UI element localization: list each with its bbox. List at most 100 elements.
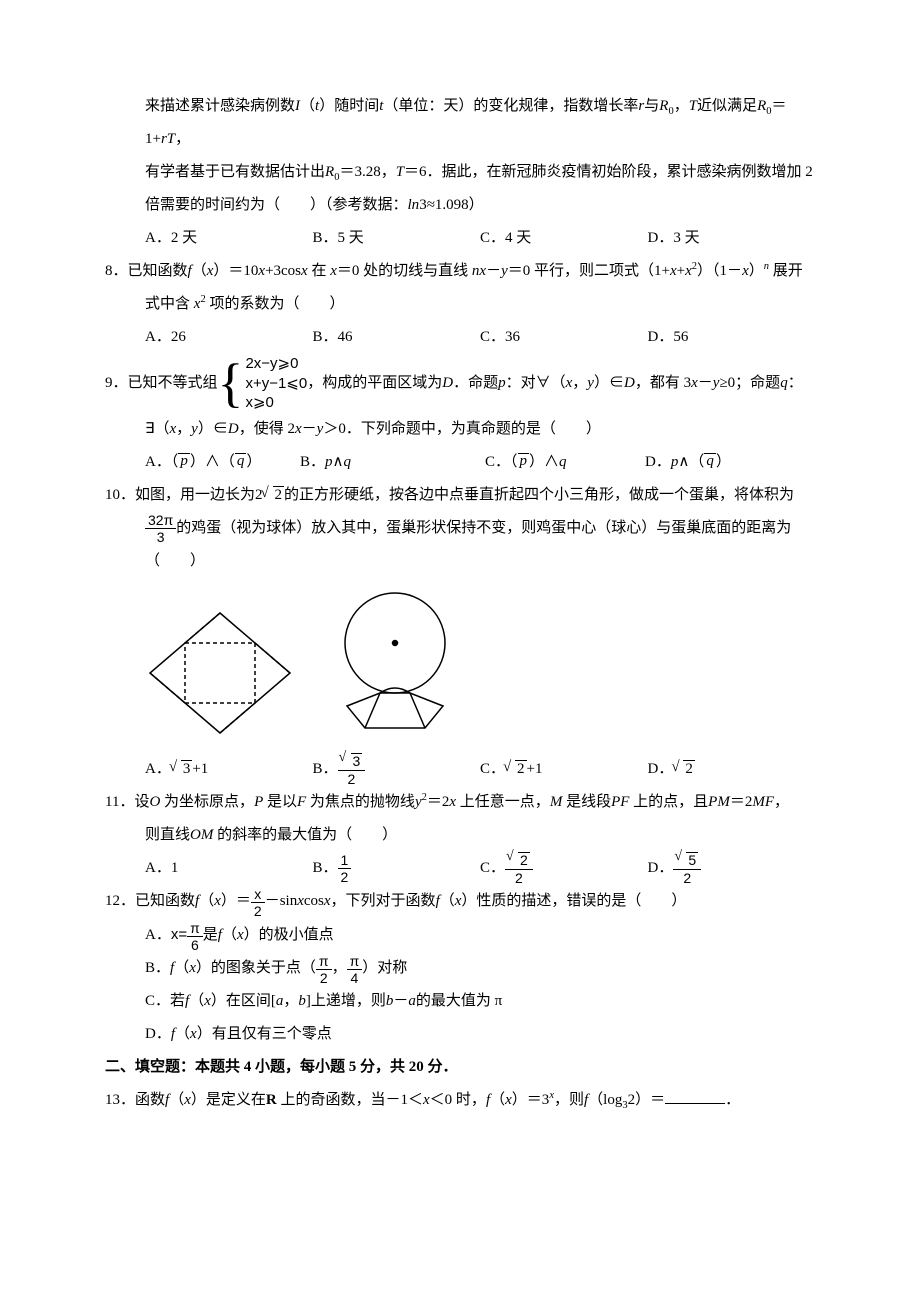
t: 是线段 [562,794,611,810]
t: 上的点，且 [629,794,708,810]
stem: 9．已知不等式组 [105,367,218,400]
q9-line2: ∃（x，y）∈D，使得 2x－y＞0．下列命题中，为真命题的是（ ） [105,413,815,446]
t: ）对称 [362,960,407,976]
choice-C: C．36 [480,321,648,354]
radicand: 2 [683,760,695,778]
t: 是 [203,927,218,943]
denom: 2 [316,970,332,985]
choice-C: C．2+1 [480,753,648,786]
nest-diagram [325,588,465,738]
minus: － [302,421,317,437]
var-R0: R [325,164,334,180]
sqrt-icon: 2 [263,479,285,512]
q11-line1: 11．设O 为坐标原点，P 是以F 为焦点的抛物线y2＝2x 上任意一点，M 是… [105,786,815,819]
choice-B: B．5 天 [313,222,481,255]
stem: 12．已知函数 [105,893,195,909]
q12-line1: 12．已知函数f（x）＝x2－sinxcosx，下列对于函数f（x）性质的描述，… [105,885,815,918]
var-T: T [689,98,697,114]
brace-icon: { [218,356,244,410]
q12-A: A．x=π6是f（x）的极小值点 [105,918,815,952]
text: 的鸡蛋（视为球体）放入其中，蛋巢形状保持不变，则鸡蛋中心（球心）与蛋巢底面的距离… [145,520,791,569]
var-x: x [691,367,698,400]
sqrt-icon: 2 [505,753,527,786]
denom: 4 [347,970,363,985]
var-PM: PM [708,794,730,810]
numer: 2 [505,852,533,870]
var-x: x [670,263,677,279]
frac-pi-2: π2 [316,954,332,985]
text: ， [674,98,689,114]
paren: （ [174,960,189,976]
var-q: q [559,454,567,470]
var-y: y [191,421,198,437]
text: ＝6．据此，在新冠肺炎疫情初始阶段，累计感染病例数增加 2 [404,164,813,180]
numer: 1 [338,853,352,869]
text: ）＝10 [213,263,258,279]
choice-A: A．2 天 [145,222,313,255]
comma: ， [283,993,298,1009]
numer: 3 [338,753,366,771]
t: ∧（ [678,454,704,470]
denom: 2 [673,870,701,885]
t: ）在区间[ [211,993,276,1009]
neg-q: q [704,453,716,469]
t: ）∧（ [190,454,235,470]
t: ， [774,794,789,810]
sqrt-icon: 3 [341,753,363,769]
var-x: x [184,1092,191,1108]
var-x: x [190,1026,197,1042]
plus: + [677,263,685,279]
paren: （ [192,263,207,279]
choice-B: B．p∧q [300,446,485,479]
var-x: x [297,893,304,909]
numer: 5 [673,852,701,870]
q8-choices: A．26 B．46 C．36 D．56 [105,321,815,354]
l: D． [648,761,674,777]
q9-choices: A．（p）∧（q） B．p∧q C．（p）∧q D．p∧（q） [105,446,815,479]
text: 有学者基于已有数据估计出 [145,164,325,180]
var-T: T [396,164,404,180]
sqrt-icon: 2 [673,753,695,786]
colon: ： [788,367,803,400]
var-M: M [550,794,563,810]
minus: － [486,263,501,279]
choice-A: A．26 [145,321,313,354]
text: +3cos [265,263,301,279]
text: 的正方形硬纸，按各边中点垂直折起四个小三角形，做成一个蛋巢，将体积为 [284,487,794,503]
l: C． [480,860,505,876]
t: ）的极小值点 [244,927,334,943]
t: 上的奇函数，当－1＜ [277,1092,423,1108]
sqrt-icon: 5 [676,852,698,868]
choice-D: D．52 [648,852,816,885]
var-x: x [566,367,573,400]
minus: － [698,367,713,400]
stem: 8．已知函数 [105,263,188,279]
var-nx: nx [472,263,486,279]
ineq-3: x⩾0 [245,394,273,411]
q10-line1: 10．如图，用一边长为22的正方形硬纸，按各边中点垂直折起四个小三角形，做成一个… [105,479,815,512]
radicand: 3 [181,760,193,778]
paren: ） [749,263,764,279]
t: 的斜率的最大值为（ ） [213,827,397,843]
text: 近似满足 [697,98,757,114]
l: A． [145,761,171,777]
frac: 52 [673,852,701,885]
paren: （ [169,1092,184,1108]
var-x: x [189,960,196,976]
t: 2）＝ [628,1092,666,1108]
text: ）（1－ [697,263,742,279]
text: ≥0；命题 [719,367,780,400]
t: C．（ [485,454,518,470]
choice-C: C．（p）∧q [485,446,645,479]
t: +1 [192,761,208,777]
var-x: x [505,1092,512,1108]
choice-B: B．12 [313,852,481,885]
var-q: q [344,454,352,470]
l: C．若 [145,993,185,1009]
numer: π [187,921,203,937]
text: ， [175,131,190,147]
var-rT: rT [161,131,175,147]
choice-B: B．32 [313,753,481,786]
sqrt-icon: 2 [508,852,530,868]
text: （单位：天）的变化规律，指数增长率 [383,98,638,114]
